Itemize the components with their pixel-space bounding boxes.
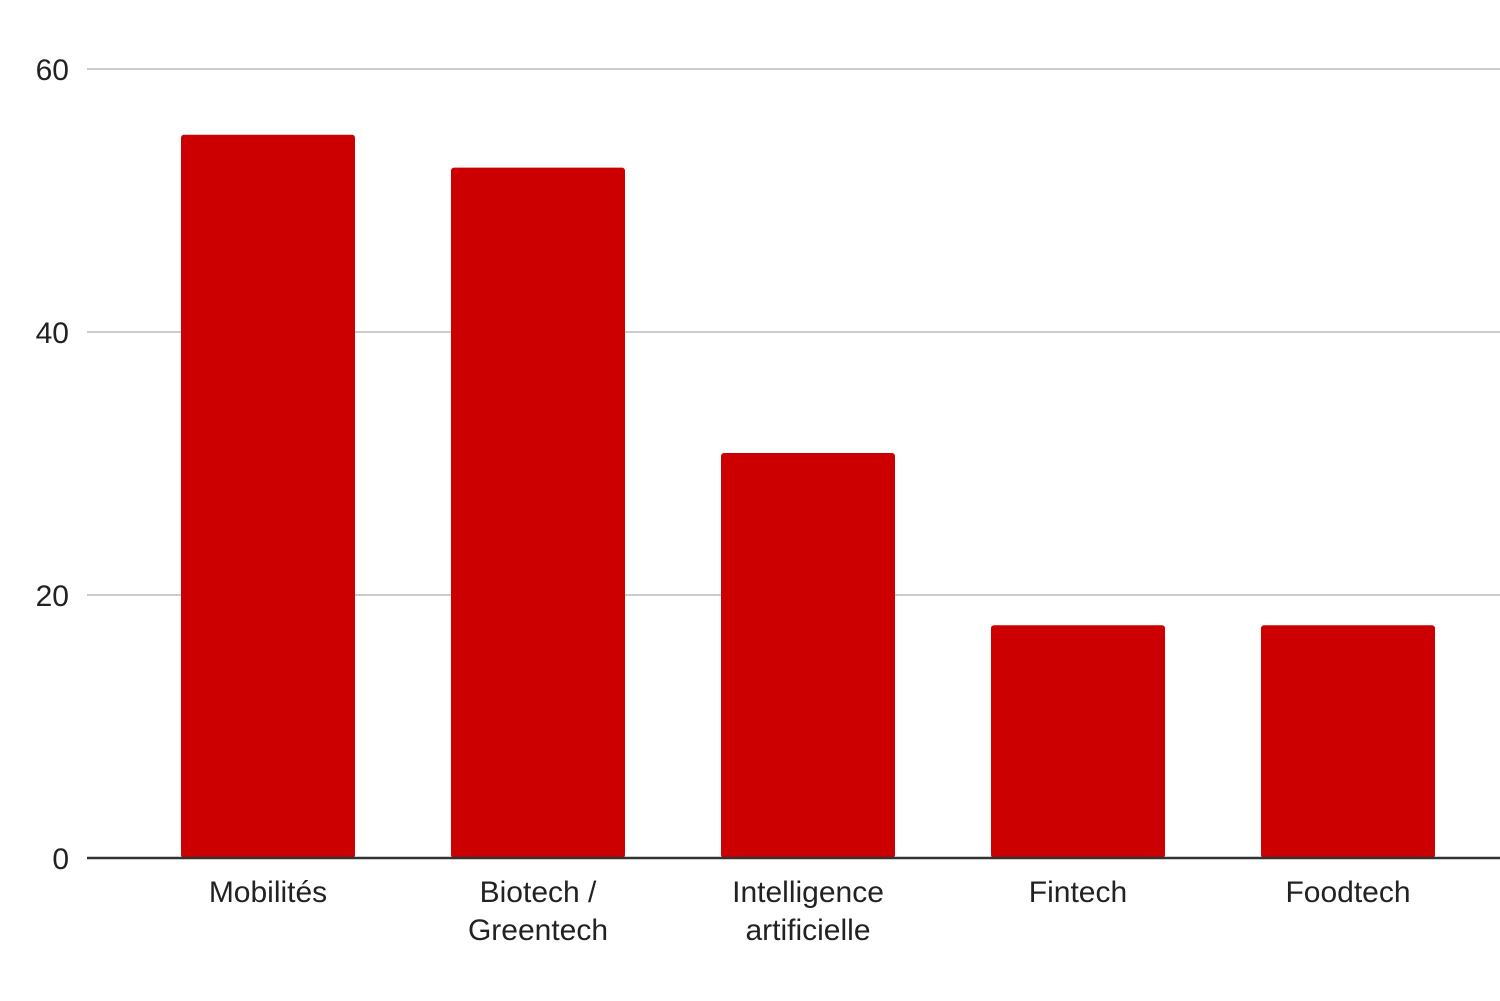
x-tick-label-line: Greentech — [468, 914, 608, 947]
x-tick-label-line: Foodtech — [1285, 876, 1410, 909]
x-tick-label-line: Fintech — [1029, 876, 1127, 909]
y-tick-label: 0 — [52, 843, 69, 876]
y-tick-label: 60 — [36, 54, 69, 87]
x-tick-label: Biotech / Greentech — [468, 876, 608, 947]
x-tick-label: Fintech — [1029, 876, 1127, 909]
bar — [1261, 625, 1435, 858]
x-tick-label: Foodtech — [1285, 876, 1410, 909]
bars — [181, 134, 1435, 858]
x-tick-label-line: Intelligence — [732, 876, 884, 909]
y-tick-label: 40 — [36, 317, 69, 350]
bar — [451, 167, 625, 858]
x-tick-label: Mobilités — [209, 876, 327, 909]
x-tick-label-line: Biotech / — [480, 876, 597, 909]
y-tick-label: 20 — [36, 580, 69, 613]
x-tick-label: Intelligence artificielle — [732, 876, 884, 947]
y-axis-tick-labels: 0 20 40 60 — [36, 54, 69, 876]
x-tick-label-line: Mobilités — [209, 876, 327, 909]
x-tick-label-line: artificielle — [745, 914, 870, 947]
bar — [721, 452, 895, 858]
x-axis-tick-labels: Mobilités Biotech / Greentech Intelligence a… — [209, 876, 1411, 947]
bar — [181, 134, 355, 858]
bar — [991, 625, 1165, 858]
